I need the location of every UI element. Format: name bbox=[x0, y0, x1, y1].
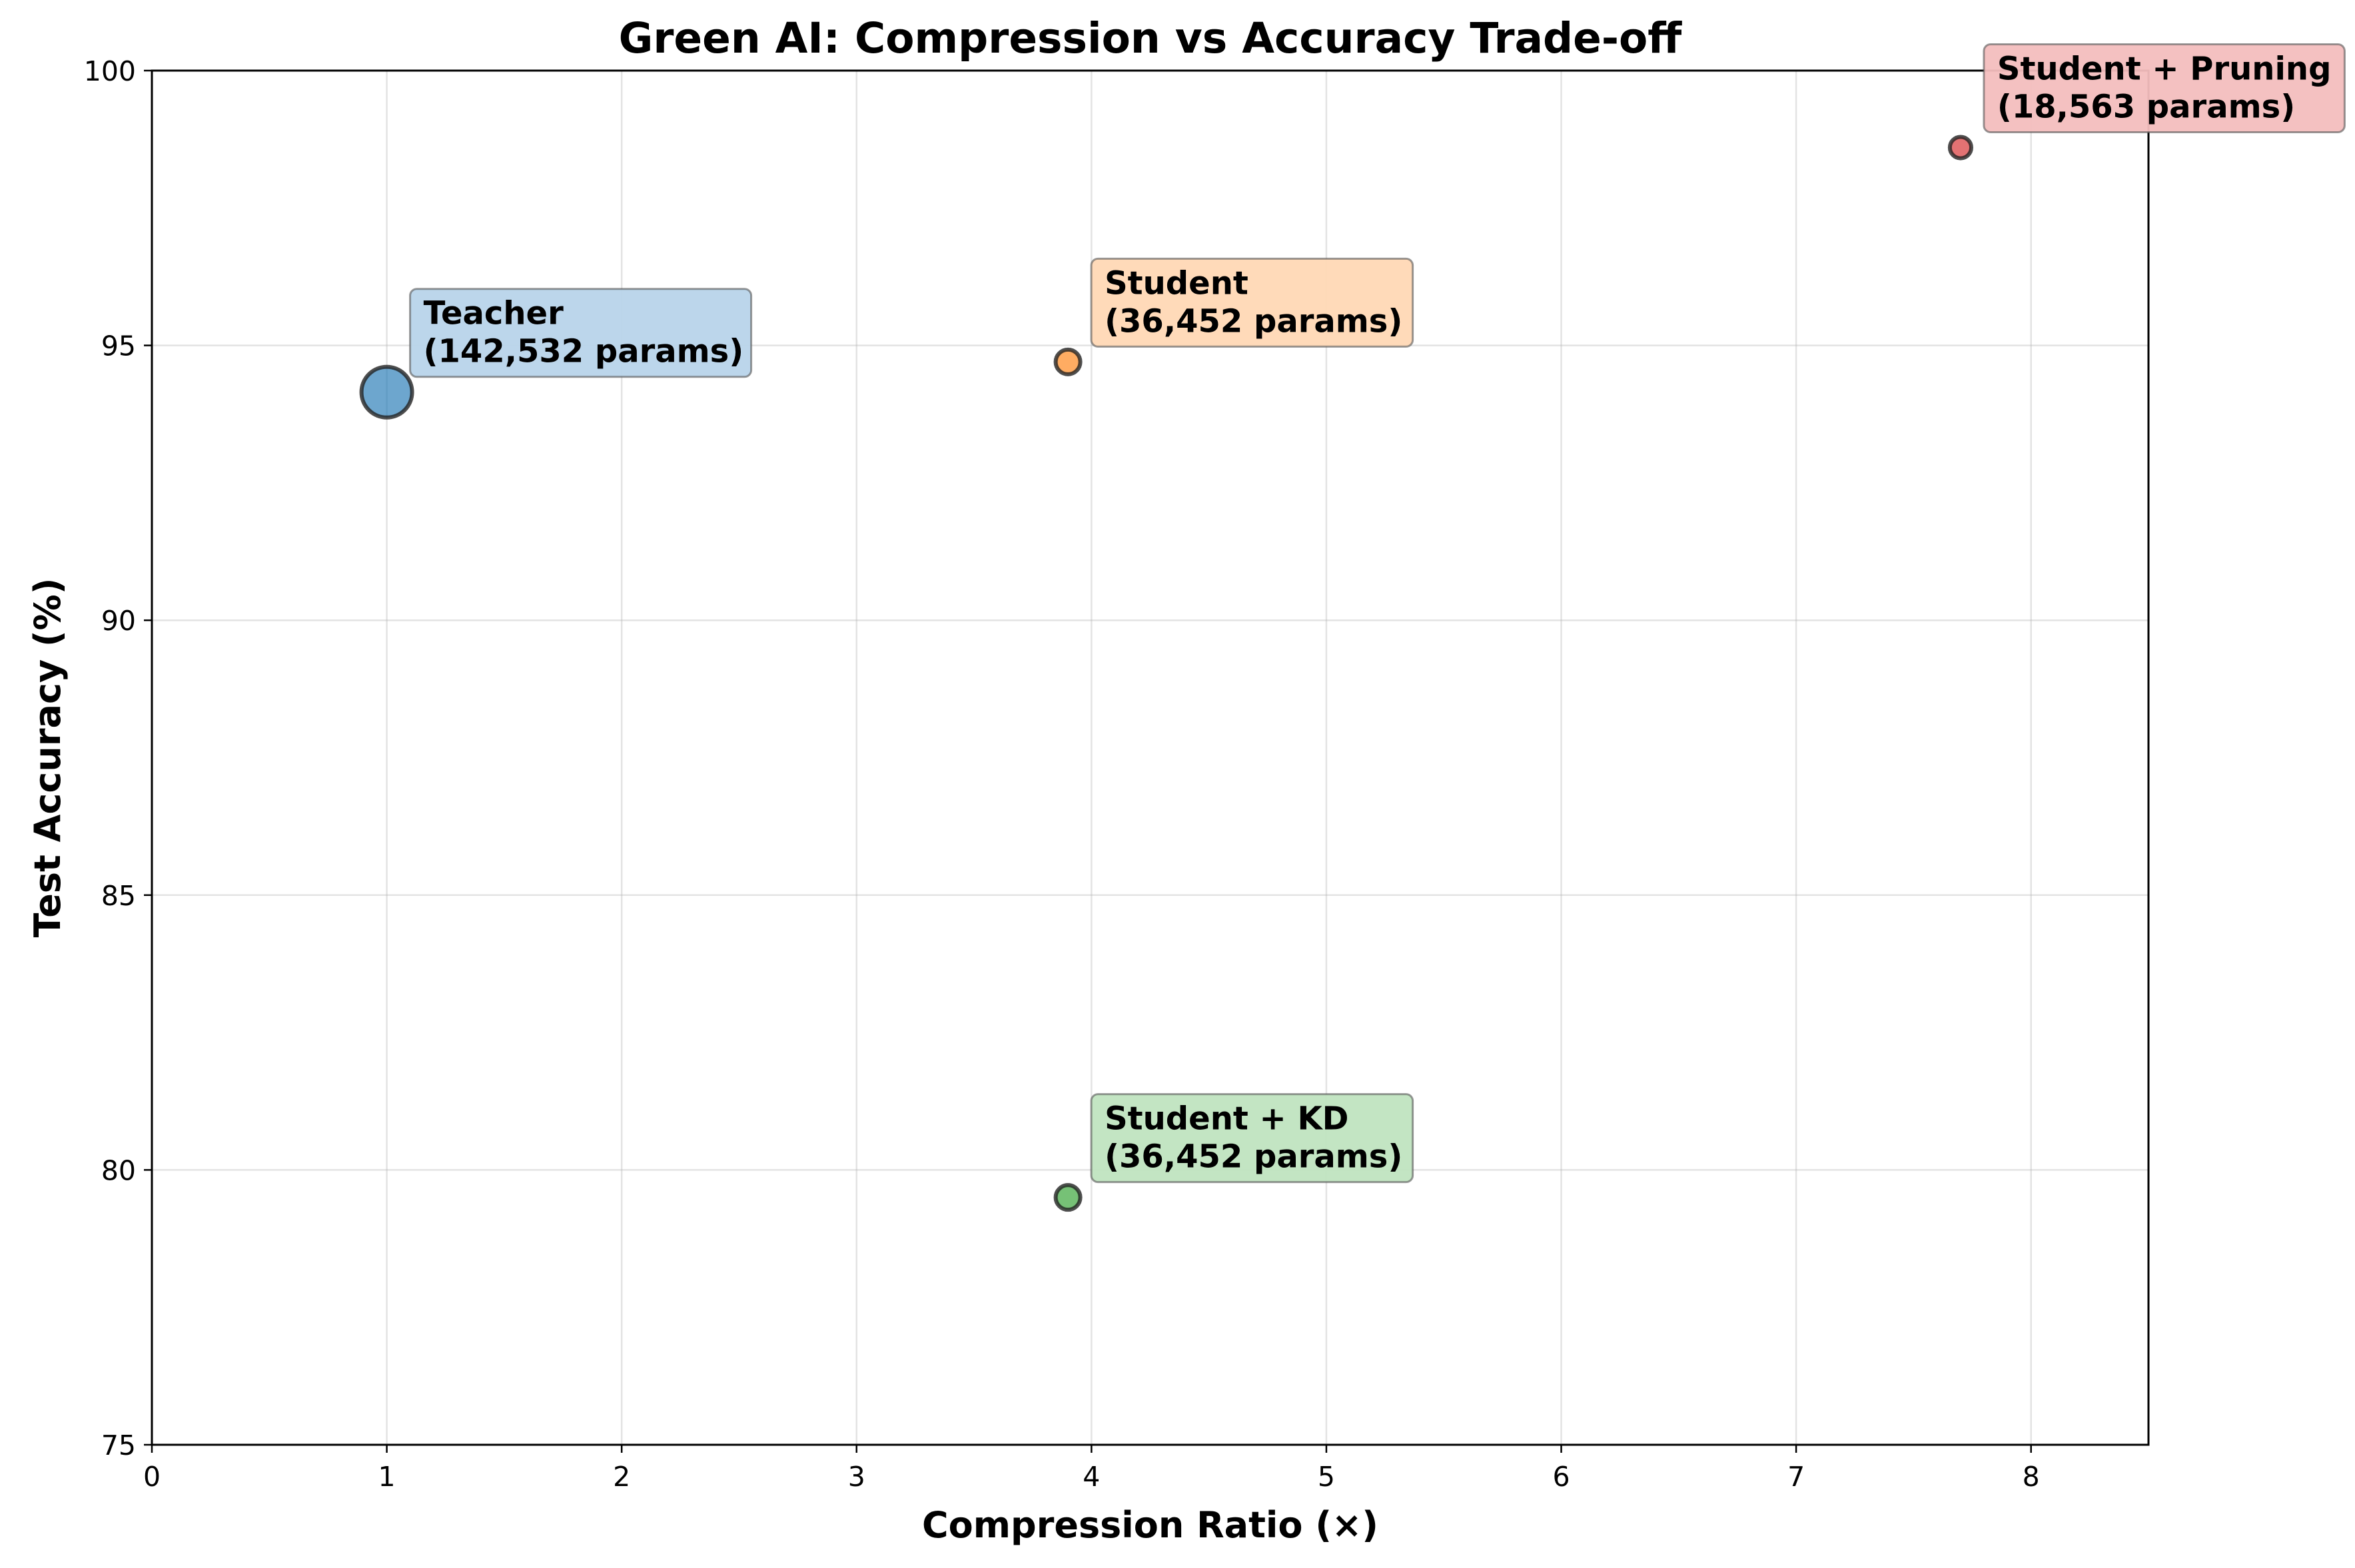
plot-frame bbox=[151, 69, 2150, 1446]
x-tick-label: 3 bbox=[848, 1461, 865, 1493]
point-student-pruning bbox=[1947, 135, 1973, 161]
chart-title: Green AI: Compression vs Accuracy Trade-… bbox=[619, 14, 1683, 63]
x-tick-label: 2 bbox=[613, 1461, 630, 1493]
y-tick-label: 85 bbox=[101, 880, 136, 912]
annotation-box bbox=[1090, 257, 1414, 348]
annotations: Teacher(142,532 params)Student(36,452 pa… bbox=[409, 43, 2346, 1184]
annotation-student-pruning: Student + Pruning(18,563 params) bbox=[1983, 43, 2346, 134]
y-tick-label: 80 bbox=[101, 1154, 136, 1186]
x-tick-label: 4 bbox=[1083, 1461, 1100, 1493]
annotation-params: (36,452 params) bbox=[1105, 1138, 1402, 1176]
x-tick-label: 0 bbox=[143, 1461, 161, 1493]
annotation-label: Student bbox=[1105, 264, 1248, 302]
annotation-box bbox=[409, 288, 753, 378]
x-tick-label: 6 bbox=[1552, 1461, 1570, 1493]
annotation-params: (142,532 params) bbox=[424, 333, 744, 370]
x-tick-label: 8 bbox=[2023, 1461, 2040, 1493]
y-axis-title: Test Accuracy (%) bbox=[27, 578, 69, 938]
annotation-box bbox=[1090, 1093, 1414, 1184]
annotation-student-kd: Student + KD(36,452 params) bbox=[1090, 1093, 1414, 1184]
annotation-student: Student(36,452 params) bbox=[1090, 257, 1414, 348]
y-tick-label: 95 bbox=[101, 330, 136, 362]
y-tick-label: 75 bbox=[101, 1429, 136, 1461]
y-tick-label: 90 bbox=[101, 605, 136, 637]
point-student bbox=[1053, 347, 1083, 376]
annotation-label: Student + KD bbox=[1105, 1100, 1348, 1138]
annotation-teacher: Teacher(142,532 params) bbox=[409, 288, 753, 378]
point-teacher bbox=[359, 364, 414, 420]
annotation-label: Teacher bbox=[424, 295, 564, 332]
annotation-label: Student + Pruning bbox=[1997, 51, 2332, 88]
x-tick-label: 5 bbox=[1318, 1461, 1335, 1493]
x-tick-label: 1 bbox=[378, 1461, 396, 1493]
annotation-params: (18,563 params) bbox=[1997, 89, 2295, 126]
x-axis-title: Compression Ratio (×) bbox=[922, 1504, 1378, 1546]
y-tick-label: 100 bbox=[84, 55, 136, 87]
x-tick-label: 7 bbox=[1787, 1461, 1805, 1493]
data-points bbox=[359, 135, 1973, 1212]
annotation-box bbox=[1983, 43, 2346, 134]
point-student-kd bbox=[1053, 1183, 1083, 1212]
annotation-params: (36,452 params) bbox=[1105, 302, 1402, 340]
axis-ticks: 0 1 2 3 4 5 6 7 8 75 80 85 90 95 100 bbox=[84, 55, 2040, 1493]
